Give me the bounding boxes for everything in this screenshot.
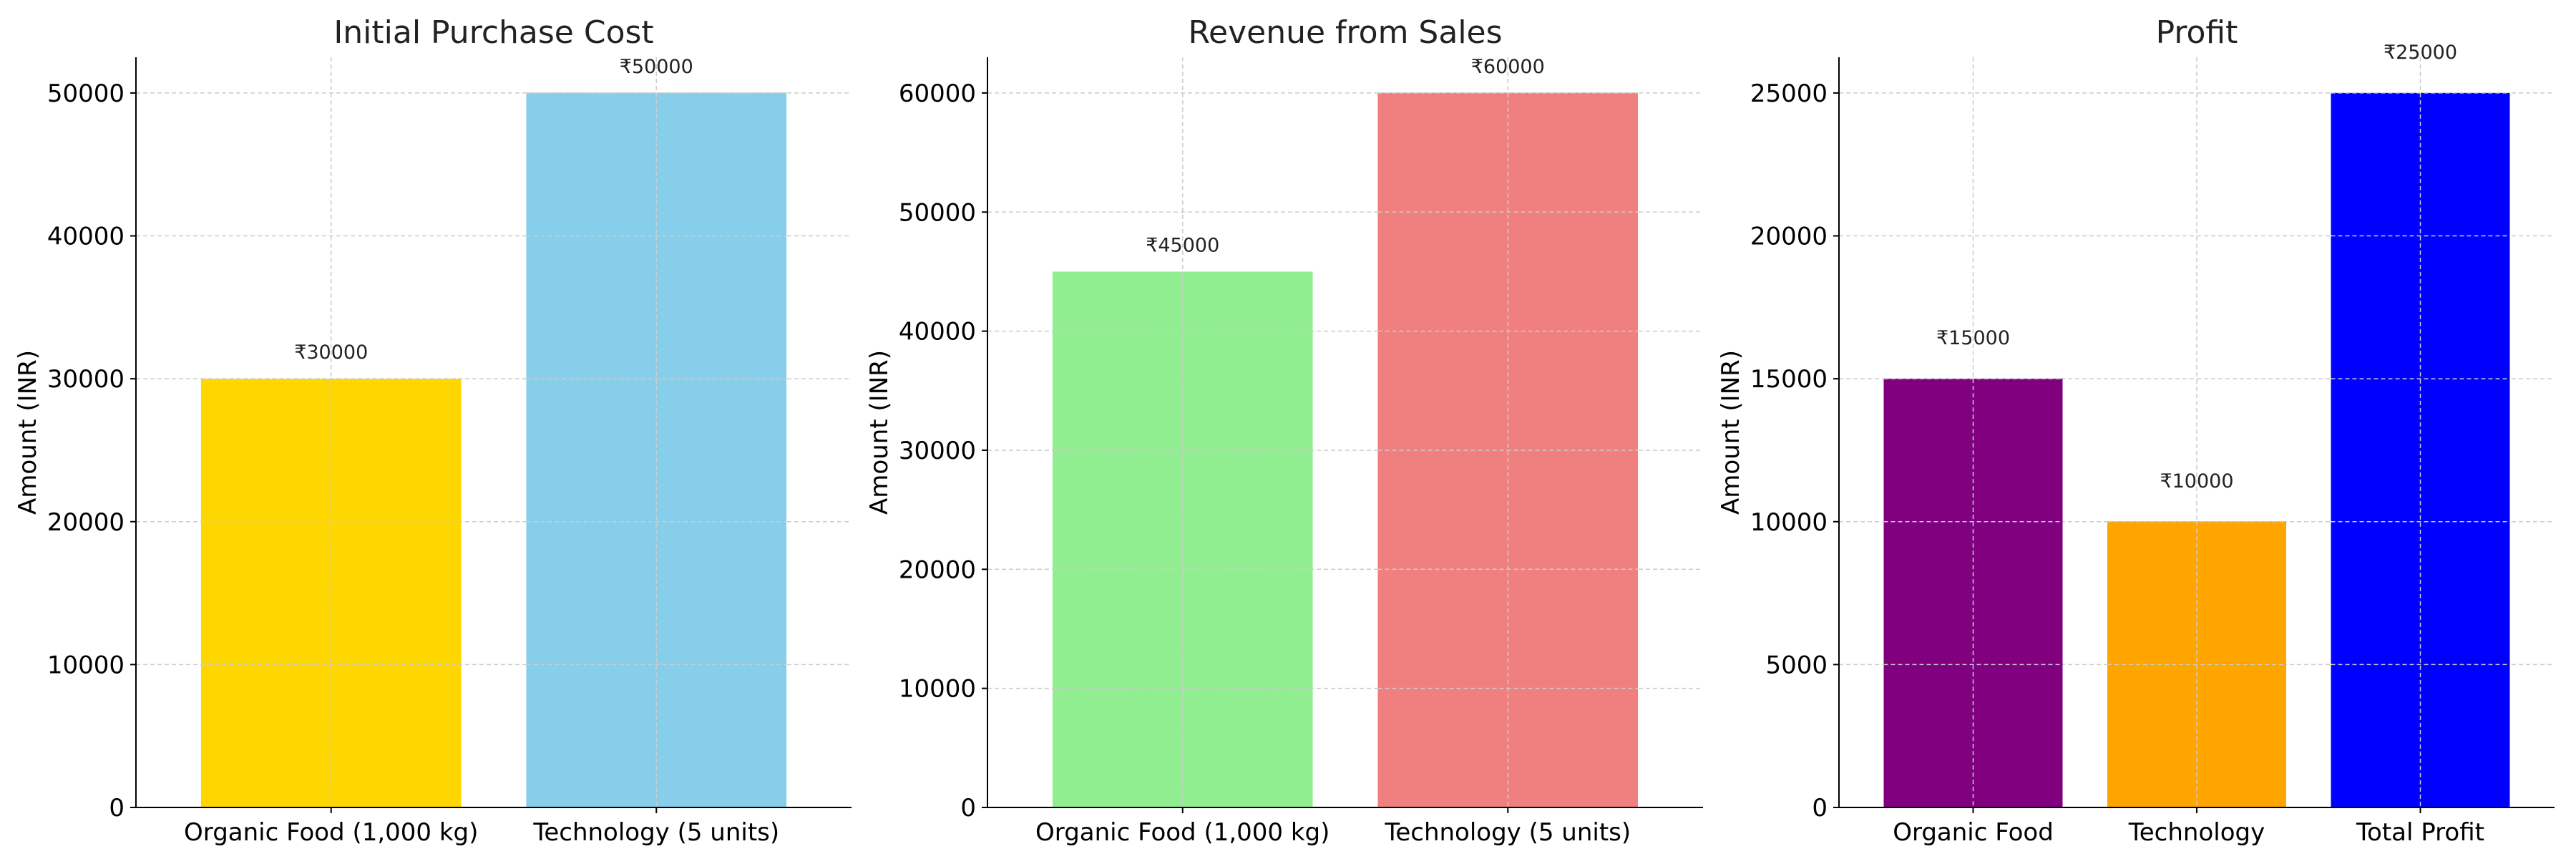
y-tick-label: 50000 <box>47 79 125 108</box>
x-tick-label: Organic Food (1,000 kg) <box>1035 818 1330 847</box>
y-tick-label: 10000 <box>1750 508 1828 537</box>
bar-value-label: ₹50000 <box>620 56 693 78</box>
x-tick-label: Technology <box>2128 818 2265 847</box>
y-tick-label: 15000 <box>1750 365 1828 394</box>
y-tick-label: 0 <box>109 794 125 822</box>
x-tick-label: Technology (5 units) <box>532 818 779 847</box>
y-axis-label: Amount (INR) <box>1717 350 1745 515</box>
bar-value-label: ₹15000 <box>1936 327 2010 349</box>
x-tick-label: Technology (5 units) <box>1384 818 1631 847</box>
bar-value-label: ₹45000 <box>1146 234 1219 256</box>
y-tick-label: 60000 <box>899 79 976 108</box>
y-tick-label: 50000 <box>899 198 976 227</box>
y-tick-label: 40000 <box>47 223 125 251</box>
y-axis-label: Amount (INR) <box>14 350 42 515</box>
x-tick-label: Organic Food <box>1893 818 2054 847</box>
chart-title: Initial Purchase Cost <box>333 14 653 51</box>
y-tick-label: 0 <box>960 794 976 822</box>
chart-initial-purchase-cost: ₹30000 ₹50000 0 10000 20000 30000 40000 50000 Or… <box>14 14 852 847</box>
y-tick-label: 25000 <box>1750 79 1828 108</box>
y-tick-label: 20000 <box>47 508 125 537</box>
bar-value-label: ₹25000 <box>2384 42 2457 64</box>
y-tick-label: 10000 <box>899 675 976 704</box>
bar-value-label: ₹60000 <box>1471 56 1545 78</box>
y-tick-label: 40000 <box>899 318 976 346</box>
chart-title: Revenue from Sales <box>1188 14 1502 51</box>
chart-profit: ₹15000 ₹10000 ₹25000 0 5000 10000 15000 20000 25… <box>1717 14 2555 847</box>
x-tick-label: Organic Food (1,000 kg) <box>184 818 478 847</box>
y-tick-label: 30000 <box>47 365 125 394</box>
bar-value-label: ₹10000 <box>2160 470 2233 492</box>
y-tick-label: 20000 <box>1750 223 1828 251</box>
y-tick-label: 30000 <box>899 437 976 465</box>
bar <box>2331 92 2510 807</box>
bar <box>1883 379 2063 807</box>
bar <box>200 379 462 807</box>
y-axis-label: Amount (INR) <box>865 350 894 515</box>
bar-value-label: ₹30000 <box>294 341 368 364</box>
y-tick-label: 0 <box>1812 794 1828 822</box>
y-tick-label: 5000 <box>1765 651 1828 679</box>
chart-revenue-from-sales: ₹45000 ₹60000 0 10000 20000 30000 40000 50000 60… <box>865 14 1703 847</box>
y-tick-label: 10000 <box>47 651 125 679</box>
x-tick-label: Total Profit <box>2356 818 2484 847</box>
bar <box>526 92 787 807</box>
y-tick-label: 20000 <box>899 555 976 584</box>
chart-title: Profit <box>2156 14 2238 51</box>
